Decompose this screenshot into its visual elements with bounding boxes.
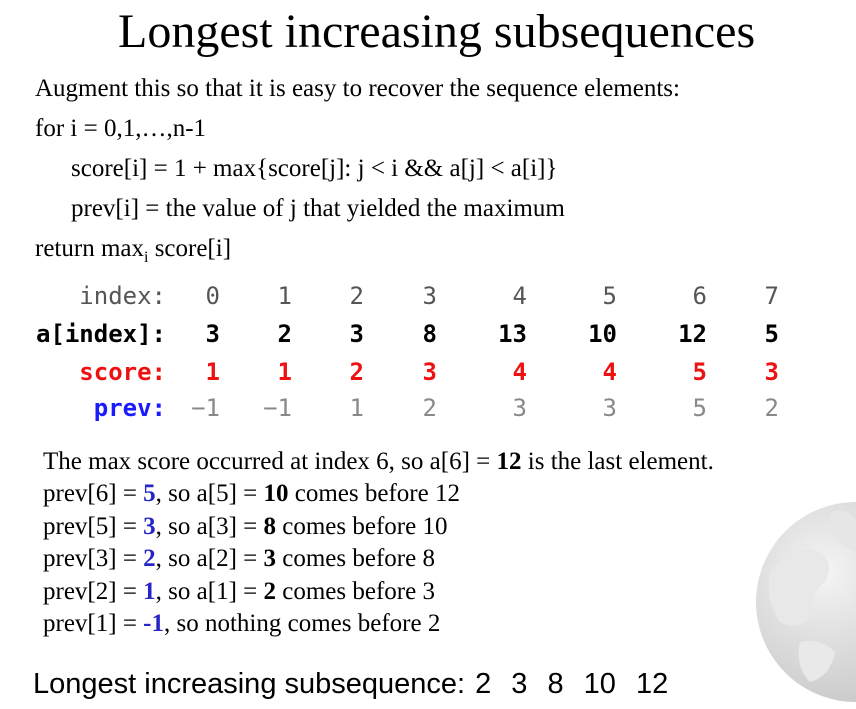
explanation-line-1: The max score occurred at index 6, so a[… [43,446,714,478]
row-label-a: a[index]: [35,320,166,348]
explanation-prev-line: prev[6] = 5, so a[5] = 10 comes before 1… [43,478,460,510]
explanation-value: 12 [496,448,522,475]
table-cell-a-6: 12 [678,320,707,348]
explanation-text: , so a[5] = [155,480,264,507]
explanation-text: prev[1] = [43,610,144,637]
row-label-score: score: [79,358,166,386]
explanation-text: prev[2] = [43,577,144,605]
explanation-value: 3 [263,545,277,572]
explanation-text: , so a[1] = [155,577,264,605]
table-cell-score-4: 4 [512,358,527,386]
explanation-text: The max score occurred at index 6, so a[… [43,448,497,475]
explanation-line-last: prev[1] = -1, so nothing comes before 2 [43,608,440,640]
result-label: Longest increasing subsequence: [33,668,466,700]
explanation-value: 2 [263,577,277,605]
explanation-prev-value: 5 [143,480,156,507]
table-cell-index-6: 6 [692,282,707,310]
table-cell-a-2: 3 [349,320,364,348]
table-cell-a-3: 8 [422,320,437,348]
table-cell-prev-6: 5 [692,394,707,422]
algorithm-intro: Augment this so that it is easy to recov… [35,75,680,102]
table-cell-a-7: 5 [764,320,779,348]
table-cell-index-3: 3 [422,282,437,310]
result-line: Longest increasing subsequence: 2 3 8 10 … [33,664,668,704]
explanation-prev-value: 1 [143,577,156,605]
result-sequence: 2 3 8 10 12 [475,668,669,700]
algorithm-return-line: return maxi score[i] [35,234,231,273]
table-cell-score-6: 5 [692,358,707,386]
table-cell-prev-4: 3 [512,394,527,422]
table-cell-prev-0: −1 [191,394,220,422]
explanation-prev-value: 2 [143,545,156,572]
explanation-value: 10 [263,480,289,507]
return-suffix: score[i] [148,235,232,262]
table-cell-index-5: 5 [602,282,617,310]
table-cell-score-5: 4 [602,358,617,386]
table-cell-a-4: 13 [498,320,527,348]
explanation-prev-line: prev[5] = 3, so a[3] = 8 comes before 10 [43,511,447,543]
table-cell-prev-1: −1 [263,394,292,422]
explanation-text: , so a[3] = [155,512,264,540]
table-cell-index-0: 0 [205,282,220,310]
explanation-prev-value: -1 [143,610,164,637]
explanation-value: 8 [263,512,277,540]
table-cell-prev-2: 1 [349,394,364,422]
explanation-text: , so nothing comes before 2 [164,610,441,637]
explanation-text: prev[3] = [43,545,144,572]
algorithm-score-line: score[i] = 1 + max{score[j]: j < i && a[… [71,155,558,182]
explanation-prev-line: prev[2] = 1, so a[1] = 2 comes before 3 [43,576,435,608]
table-cell-score-0: 1 [205,358,220,386]
table-cell-score-1: 1 [277,358,292,386]
globe-watermark-icon [740,492,856,709]
table-cell-index-4: 4 [512,282,527,310]
algorithm-for-line: for i = 0,1,…,n-1 [35,115,207,142]
explanation-text: comes before 10 [276,512,448,540]
explanation-text: prev[6] = [43,480,144,507]
explanation-text: comes before 8 [276,545,435,572]
return-prefix: return max [35,235,144,262]
explanation-text: comes before 3 [276,577,435,605]
explanation-text: , so a[2] = [155,545,264,572]
table-cell-index-1: 1 [277,282,292,310]
table-cell-a-0: 3 [205,320,220,348]
table-cell-score-3: 3 [422,358,437,386]
return-subscript: i [143,249,149,266]
explanation-text: prev[5] = [43,512,144,540]
row-label-index: index: [79,282,166,310]
explanation-text: comes before 12 [288,480,460,507]
slide-title: Longest increasing subsequences [118,5,756,58]
explanation-text: is the last element. [521,448,714,475]
explanation-prev-line: prev[3] = 2, so a[2] = 3 comes before 8 [43,543,435,575]
table-cell-prev-5: 3 [602,394,617,422]
table-cell-a-5: 10 [588,320,617,348]
table-cell-score-7: 3 [764,358,779,386]
table-cell-prev-3: 2 [422,394,437,422]
row-label-prev: prev: [93,394,166,422]
table-cell-index-7: 7 [764,282,779,310]
table-cell-prev-7: 2 [764,394,779,422]
table-cell-a-1: 2 [277,320,292,348]
table-cell-index-2: 2 [349,282,364,310]
table-cell-score-2: 2 [349,358,364,386]
algorithm-prev-line: prev[i] = the value of j that yielded th… [71,195,565,222]
explanation-prev-value: 3 [143,512,156,540]
